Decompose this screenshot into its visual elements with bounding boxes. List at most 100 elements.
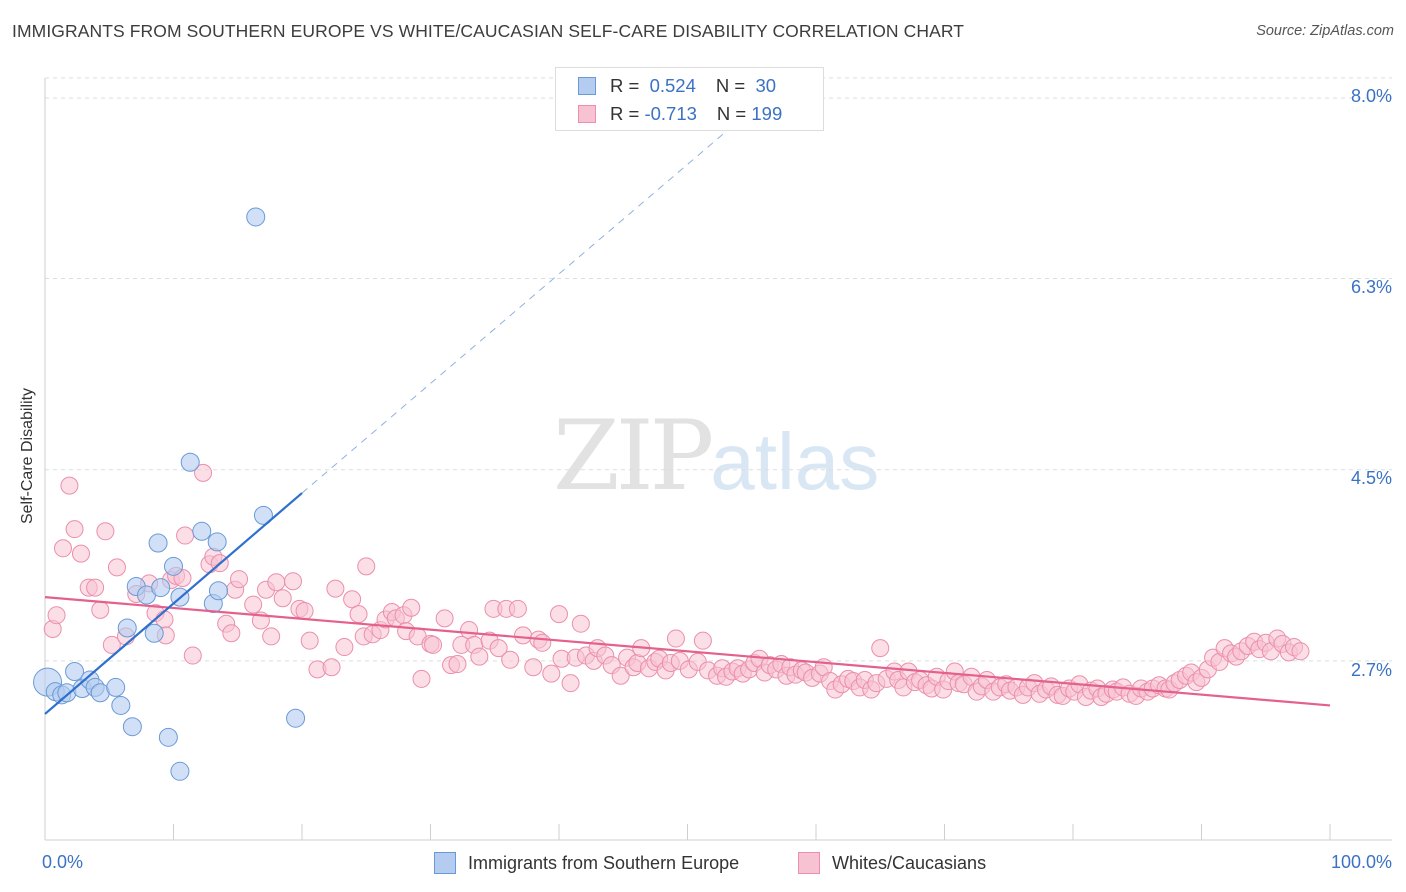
y-tick-label-4-5: 4.5% [1350,468,1392,488]
n-label: N = [715,75,746,96]
whites-point [273,589,292,608]
whites-point [693,631,712,650]
whites-point [448,655,467,674]
southern-europe-point [164,556,183,576]
x-tick-label-0: 0.0% [42,852,84,872]
r-value: -0.713 [644,103,697,124]
r-value: 0.524 [649,75,696,96]
southern-europe-point [207,532,227,552]
whites-point [267,573,286,592]
whites-point [412,669,431,688]
y-tick-label-2-7: 2.7% [1350,660,1392,680]
southern-europe-point [253,505,273,525]
whites-point [284,572,303,591]
whites-point [47,606,66,625]
y-tick-label-8-0: 8.0% [1350,86,1392,106]
pink-swatch [578,105,596,123]
legend-label: Whites/Caucasians [832,852,987,873]
whites-point [524,658,543,677]
whites-point [666,629,685,648]
southern-europe-point [192,521,212,541]
whites-point [183,646,202,665]
legend-item-whites: Whites/Caucasians [798,852,986,874]
whites-point [230,570,249,589]
whites-point [343,590,362,609]
whites-point [550,605,568,624]
blue-swatch [434,852,456,874]
whites-point [542,664,561,683]
whites-point [71,544,90,563]
whites-point [222,624,241,643]
axes [44,78,1392,841]
whites-point [96,522,115,541]
whites-trend-line [44,596,1331,707]
whites-point [91,600,110,619]
r-label: R = [610,103,640,124]
southern-europe-points [33,207,306,781]
whites-point [435,609,454,628]
whites-point [176,526,195,545]
whites-point [102,635,121,654]
southern-europe-point [65,661,85,681]
whites-point [508,599,527,618]
whites-point [107,558,126,577]
whites-point [501,650,520,669]
whites-point [611,666,630,685]
r-label: R = [610,75,640,96]
correlation-legend: R = 0.524 N = 30 R = -0.713 N = 199 [555,67,824,131]
southern-europe-point [111,695,131,715]
whites-point [65,520,84,539]
whites-point [470,647,489,666]
y-tick-label-6-3: 6.3% [1350,277,1392,297]
source-credit: Source: ZipAtlas.com [1256,23,1394,39]
southern-europe-point [148,533,168,553]
whites-point [194,463,213,482]
whites-point [424,635,443,654]
whites-point [1291,642,1310,661]
southern-europe-point [106,677,126,697]
whites-point [244,595,263,614]
whites-point [335,638,354,657]
whites-point [871,639,890,658]
whites-point [561,674,580,693]
x-tick-label-100: 100.0% [1330,852,1392,872]
watermark-atlas: atlas [710,417,880,506]
southern-europe-point [144,623,164,643]
n-label: N = [716,103,747,124]
whites-point [86,578,105,597]
whites-point [300,631,319,650]
gridlines [45,77,1392,662]
southern-europe-point [170,761,190,781]
whites-point [53,539,72,558]
trend-lines [44,76,1331,715]
whites-point [262,627,281,646]
southern-europe-point [151,578,171,598]
chart-title: IMMIGRANTS FROM SOUTHERN EUROPE VS WHITE… [12,21,965,41]
southern-europe-trend-extension [301,76,791,494]
whites-point [326,579,345,598]
southern-europe-point [117,618,137,638]
whites-point [322,658,341,677]
whites-point [489,639,508,658]
southern-europe-trend-line [44,492,303,715]
whites-point [402,598,421,617]
whites-point [533,633,552,652]
whites-point [295,601,314,620]
southern-europe-point [158,727,178,747]
whites-point [571,614,590,633]
legend-label: Immigrants from Southern Europe [468,852,740,873]
watermark-zip: ZIP [553,400,714,512]
pink-swatch [798,852,820,874]
n-value: 199 [751,103,783,124]
legend-row-whites: R = -0.713 N = 199 [578,102,782,126]
zipatlas-watermark: ZIPatlas [553,400,879,512]
whites-caucasians-points [43,463,1310,706]
legend-item-southern-europe: Immigrants from Southern Europe [434,852,739,874]
southern-europe-point [180,452,200,472]
southern-europe-point [208,581,228,601]
whites-point [514,626,533,645]
whites-point [349,605,368,624]
legend-row-southern-europe: R = 0.524 N = 30 [578,74,776,98]
southern-europe-point [286,708,306,728]
